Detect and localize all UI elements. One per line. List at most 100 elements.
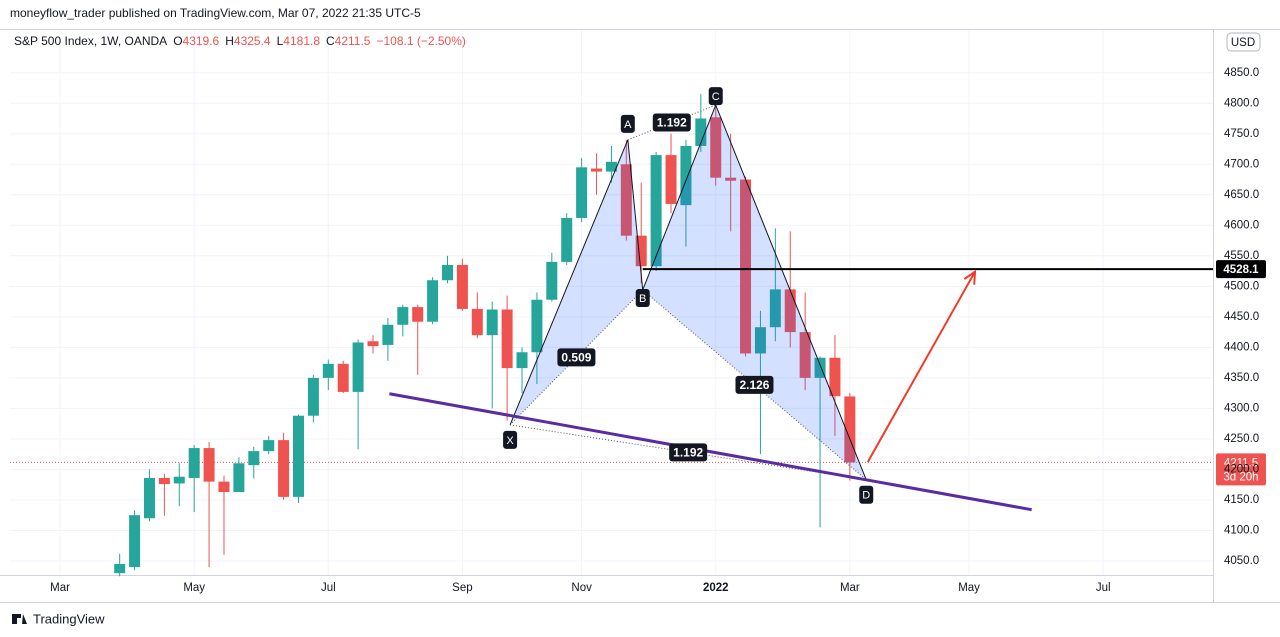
- arrow: [866, 269, 977, 463]
- legend-key: L: [277, 34, 284, 48]
- currency-box: [1226, 32, 1261, 52]
- y-tick-label: 4600.0: [1224, 219, 1259, 231]
- candle-body: [665, 155, 677, 204]
- legend-key: H: [225, 34, 234, 48]
- candle-body: [650, 155, 662, 267]
- candle-body: [471, 308, 483, 336]
- ratio-box: [557, 348, 596, 367]
- candle-body: [307, 377, 319, 416]
- point-box: [620, 114, 635, 133]
- x-tick-label: Sep: [452, 582, 472, 594]
- x-tick-label: Jul: [321, 582, 336, 594]
- point-box: [708, 87, 723, 106]
- ratio-box: [669, 443, 708, 462]
- countdown: 3d 20h: [1223, 471, 1258, 483]
- candle-body: [516, 352, 528, 369]
- ratio-box: [735, 375, 774, 394]
- legend-key: O: [173, 34, 182, 48]
- y-tick-label: 4350.0: [1224, 372, 1259, 384]
- pattern-fill: [642, 105, 867, 480]
- point-box: [859, 485, 874, 504]
- last-price-box: [1216, 453, 1266, 486]
- candle-body: [814, 357, 826, 378]
- marks: [114, 94, 856, 577]
- overlay: 1.192 0.509 2.126 1.192 X A B C D 4528.1 4211.5 3d …: [389, 87, 1266, 512]
- candle-body: [248, 451, 260, 466]
- y-tick-label: 4400.0: [1224, 341, 1259, 353]
- legend-value: 4211.5: [335, 34, 371, 48]
- pattern-leg: [715, 104, 867, 480]
- candle-body: [263, 440, 275, 452]
- candle-body: [680, 145, 692, 206]
- candle-body: [501, 309, 513, 369]
- currency: USD: [1231, 37, 1255, 49]
- point-box: [503, 430, 518, 449]
- legend-value: 4181.8: [283, 34, 320, 48]
- point-label: D: [862, 490, 870, 502]
- trendline: [389, 392, 1032, 512]
- candle-body: [203, 448, 215, 482]
- y-tick-label: 4800.0: [1224, 97, 1259, 109]
- candle-body: [412, 307, 424, 322]
- legend-key: C: [326, 34, 335, 48]
- y-tick-label: 4450.0: [1224, 311, 1259, 323]
- y-tick-label: 4100.0: [1224, 524, 1259, 536]
- legend-change: −108.1 (−2.50%): [376, 34, 465, 48]
- header: moneyflow_trader published on TradingVie…: [10, 6, 421, 20]
- x-tick-label: May: [183, 582, 205, 594]
- candle-body: [620, 164, 632, 236]
- y-tick-label: 4700.0: [1224, 158, 1259, 170]
- ratio-label: 1.192: [657, 116, 687, 130]
- candle-body: [322, 363, 334, 378]
- candle-body: [769, 289, 781, 328]
- candle-body: [635, 235, 647, 267]
- candle-body: [799, 332, 811, 378]
- x-tick-label: Mar: [50, 582, 70, 594]
- x-tick-label: Nov: [571, 582, 592, 594]
- candle-body: [427, 280, 439, 322]
- ratio-box: [652, 113, 691, 132]
- candle-body: [605, 161, 617, 172]
- candle-body: [382, 324, 394, 345]
- legend: S&P 500 Index, 1W, OANDA O4319.6 H4325.4…: [14, 34, 466, 48]
- y-tick-label: 4300.0: [1224, 402, 1259, 414]
- footer: TradingView: [33, 611, 105, 626]
- candle-body: [129, 515, 141, 568]
- y-tick-label: 4050.0: [1224, 555, 1259, 567]
- y-tick-label: 4850.0: [1224, 67, 1259, 79]
- candle-body: [233, 463, 245, 492]
- candle-body: [158, 477, 170, 485]
- candle-body: [292, 415, 304, 497]
- y-tick-label: 4550.0: [1224, 250, 1259, 262]
- candle-body: [576, 167, 588, 218]
- point-label: C: [712, 91, 720, 103]
- candle-body: [352, 342, 364, 392]
- candle-body: [456, 264, 468, 309]
- ratio-label: 0.509: [561, 351, 591, 365]
- point-box: [635, 288, 650, 307]
- x-tick-label: May: [958, 582, 980, 594]
- y-tick-label: 4200.0: [1224, 463, 1259, 475]
- y-tick-label: 4750.0: [1224, 128, 1259, 140]
- point-label: X: [506, 435, 514, 447]
- candle-body: [591, 168, 603, 172]
- candle-body: [531, 299, 543, 353]
- y-tick-label: 4150.0: [1224, 494, 1259, 506]
- candle-body: [561, 217, 573, 262]
- legend-title: S&P 500 Index, 1W, OANDA: [14, 34, 167, 48]
- pattern-ratio-line: [642, 289, 867, 481]
- point-label: A: [624, 119, 632, 131]
- candle-body: [486, 309, 498, 336]
- y-tick-label: 4500.0: [1224, 280, 1259, 292]
- candle-body: [710, 117, 722, 178]
- candle-body: [725, 177, 737, 181]
- candle-body: [740, 179, 752, 354]
- x-tick-label: 2022: [703, 582, 729, 594]
- candle-body: [844, 396, 856, 463]
- pattern-leg: [627, 139, 644, 291]
- y-tick-label: 4250.0: [1224, 433, 1259, 445]
- last-price-label: 4211.5: [1224, 457, 1258, 469]
- candle-body: [546, 261, 558, 300]
